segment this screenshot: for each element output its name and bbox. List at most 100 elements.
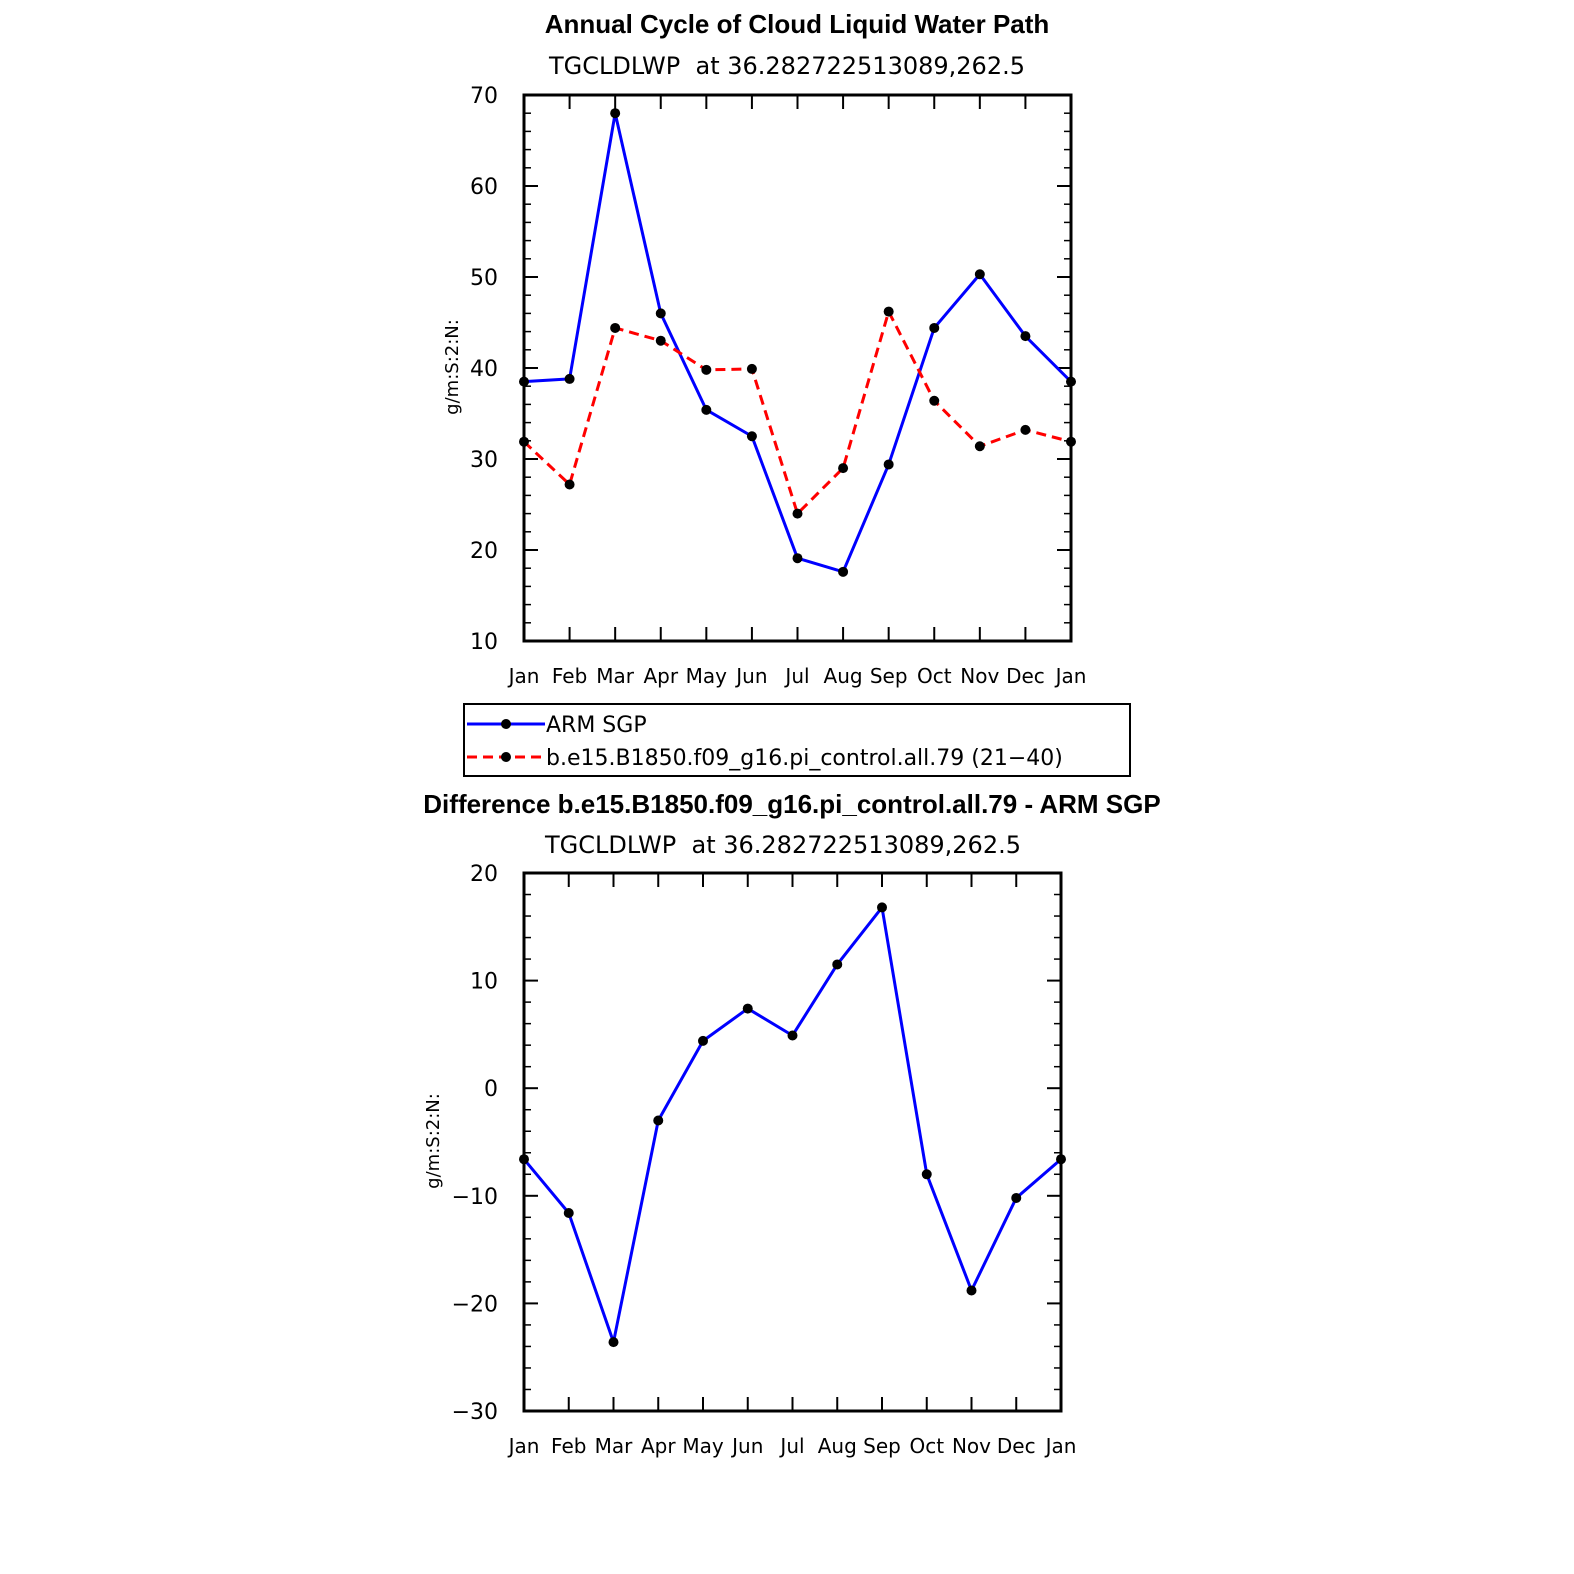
x-tick-label: Jan (507, 664, 540, 688)
data-point (519, 1154, 529, 1165)
legend-marker-arm-sgp (501, 719, 511, 729)
data-point (966, 1285, 977, 1296)
y-tick-label: −10 (452, 1185, 498, 1210)
x-tick-label: Aug (818, 1434, 857, 1458)
chart-difference: Difference b.e15.B1850.f09_g16.pi_contro… (423, 789, 1161, 1458)
data-point (610, 108, 621, 119)
data-point (1056, 1154, 1066, 1165)
y-tick-label: 20 (470, 862, 498, 887)
x-tick-label: Jul (778, 1434, 804, 1458)
data-point (563, 1208, 574, 1219)
series-layer (519, 108, 1076, 577)
legend-label-model: b.e15.B1850.f09_g16.pi_control.all.79 (2… (546, 746, 1063, 771)
data-point (698, 1035, 708, 1046)
data-point (608, 1337, 619, 1348)
x-tick-label: Apr (643, 664, 678, 688)
data-point (838, 463, 849, 474)
x-tick-label: May (682, 1434, 724, 1458)
data-point (701, 404, 712, 415)
series-line-1 (522, 310, 1072, 516)
x-tick-label: Feb (552, 664, 587, 688)
y-axis-label: g/m:S:2:N: (423, 1093, 444, 1189)
y-tick-label: 20 (470, 539, 498, 564)
y-tick-label: 10 (470, 970, 498, 995)
data-point (792, 553, 803, 564)
x-tick-label: Apr (641, 1434, 676, 1458)
plot-frame (522, 871, 1063, 1413)
legend-label-arm-sgp: ARM SGP (546, 713, 647, 738)
data-point (1066, 436, 1076, 447)
y-tick-label: −20 (452, 1292, 498, 1317)
y-tick-label: 70 (470, 84, 498, 109)
data-point (746, 431, 757, 442)
x-tick-label: Dec (997, 1434, 1036, 1458)
x-tick-label: Aug (824, 664, 863, 688)
y-tick-label: 40 (470, 357, 498, 382)
x-tick-label: Jan (1054, 664, 1087, 688)
chart-subtitle: TGCLDLWP at 36.282722513089,262.5 (548, 52, 1025, 80)
data-point (883, 459, 894, 470)
data-point (877, 902, 887, 913)
data-point (792, 508, 803, 519)
chart-title: Annual Cycle of Cloud Liquid Water Path (545, 9, 1050, 39)
data-point (929, 395, 940, 406)
data-point (655, 308, 666, 319)
data-point (701, 364, 712, 375)
x-tick-label: Jan (1044, 1434, 1077, 1458)
x-tick-label: Dec (1006, 664, 1045, 688)
chart-subtitle: TGCLDLWP at 36.282722513089,262.5 (544, 831, 1021, 859)
x-tick-label: Jun (734, 664, 767, 688)
x-tick-label: Mar (595, 1434, 634, 1458)
y-tick-label: 30 (470, 448, 498, 473)
data-point (974, 441, 985, 452)
x-tick-label: Sep (863, 1434, 901, 1458)
data-point (610, 322, 621, 333)
data-point (519, 376, 529, 387)
series-layer (519, 902, 1066, 1348)
x-tick-label: Mar (596, 664, 635, 688)
x-tick-label: Jun (730, 1434, 763, 1458)
axes: Jan Feb Mar Apr May Jun Jul Aug Sep Oct Nov Dec Jan−… (452, 862, 1077, 1458)
series-line-0 (523, 111, 1073, 574)
chart-annual-cycle: Annual Cycle of Cloud Liquid Water Path … (442, 9, 1086, 688)
y-tick-label: 10 (470, 630, 498, 655)
data-point (921, 1169, 932, 1180)
y-axis-label: g/m:S:2:N: (442, 319, 463, 415)
y-tick-label: −30 (452, 1400, 498, 1425)
data-point (653, 1115, 664, 1126)
legend: ARM SGP b.e15.B1850.f09_g16.pi_control.a… (463, 703, 1131, 777)
x-tick-label: Sep (870, 664, 908, 688)
axes: Jan Feb Mar Apr May Jun Jul Aug Sep Oct Nov Dec Jan 1… (470, 84, 1086, 688)
y-tick-label: 0 (484, 1077, 498, 1102)
data-point (1020, 424, 1031, 435)
data-point (519, 436, 529, 447)
legend-box (463, 703, 1131, 777)
x-tick-label: Oct (917, 664, 952, 688)
y-tick-label: 60 (470, 175, 498, 200)
x-tick-label: May (686, 664, 728, 688)
x-tick-label: Jul (783, 664, 809, 688)
data-point (1066, 376, 1076, 387)
series-line-0 (522, 905, 1062, 1344)
data-point (787, 1030, 798, 1041)
chart-title: Difference b.e15.B1850.f09_g16.pi_contro… (423, 789, 1160, 819)
x-tick-label: Nov (960, 664, 999, 688)
legend-marker-model (501, 752, 511, 762)
data-point (1020, 331, 1031, 342)
data-point (883, 306, 894, 317)
data-point (564, 373, 575, 384)
data-point (838, 566, 849, 577)
data-point (746, 363, 757, 374)
data-point (742, 1003, 753, 1014)
x-tick-label: Jan (507, 1434, 540, 1458)
data-point (929, 322, 940, 333)
y-tick-label: 50 (470, 266, 498, 291)
data-point (832, 959, 843, 970)
data-point (564, 479, 575, 490)
x-tick-label: Oct (909, 1434, 944, 1458)
x-tick-label: Nov (952, 1434, 991, 1458)
x-tick-label: Feb (551, 1434, 586, 1458)
data-point (655, 335, 666, 346)
data-point (1011, 1192, 1022, 1203)
